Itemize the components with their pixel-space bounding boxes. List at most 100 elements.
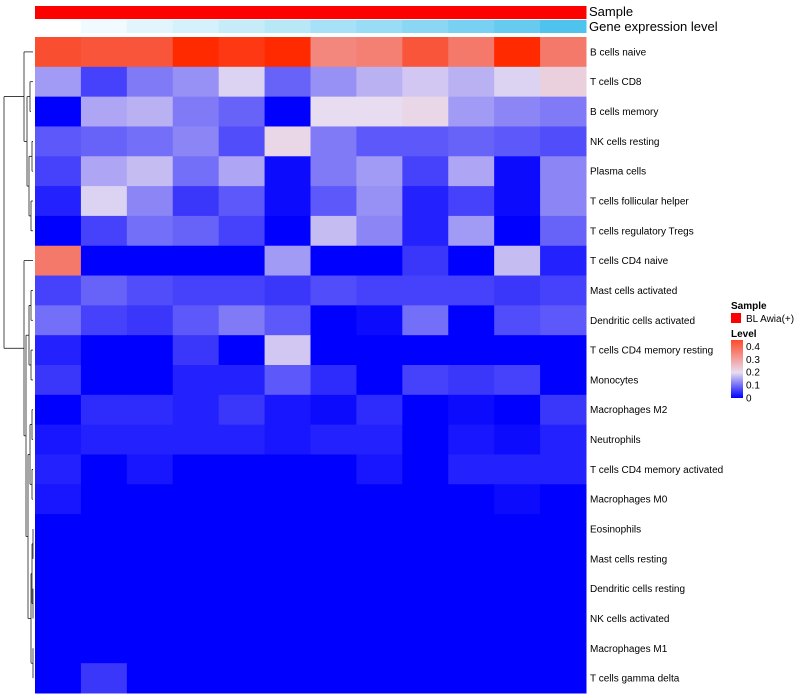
heatmap-cell — [540, 543, 587, 575]
heatmap-cell — [172, 424, 220, 455]
row-label: T cells regulatory Tregs — [590, 226, 694, 237]
heatmap-cell — [310, 365, 357, 396]
heatmap-cell — [494, 275, 541, 306]
heatmap-cell — [126, 484, 174, 515]
heatmap-cell — [80, 484, 128, 515]
heatmap-cell — [218, 514, 266, 545]
heatmap-cell — [264, 156, 311, 187]
heatmap-cell — [540, 424, 587, 455]
heatmap-cell — [218, 424, 266, 455]
heatmap-cell — [494, 633, 541, 664]
gene-expression-annotation-cell — [402, 20, 449, 33]
heatmap-cell — [172, 335, 220, 366]
heatmap-cell — [35, 663, 82, 694]
heatmap-cell — [172, 96, 220, 127]
heatmap-cell — [448, 514, 495, 545]
heatmap-cell — [35, 215, 82, 247]
heatmap-cell — [356, 484, 403, 515]
gene-expression-annotation-cell — [126, 20, 174, 33]
sample-annotation-cell — [540, 6, 587, 19]
heatmap-cell — [448, 215, 495, 247]
heatmap-cell — [310, 186, 357, 217]
gene-expression-annotation-cell — [310, 20, 357, 33]
heatmap-cell — [218, 603, 266, 634]
row-label: B cells naive — [590, 47, 647, 58]
heatmap-cell — [218, 484, 266, 515]
heatmap-cell — [218, 663, 266, 694]
heatmap-cell — [310, 66, 357, 98]
heatmap-cell — [264, 66, 311, 98]
heatmap-cell — [218, 215, 266, 247]
heatmap-cell — [448, 543, 495, 575]
heatmap-cell — [448, 663, 495, 694]
legend-level-tick-label: 0.1 — [746, 381, 760, 392]
heatmap-cell — [310, 514, 357, 545]
heatmap-cell — [218, 543, 266, 575]
heatmap-cell — [80, 424, 128, 455]
heatmap-cell — [402, 126, 449, 157]
heatmap-cell — [126, 514, 174, 545]
heatmap-cell — [448, 603, 495, 634]
heatmap-cell — [448, 454, 495, 485]
heatmap-cell — [356, 215, 403, 247]
heatmap-cell — [80, 633, 128, 664]
heatmap-cell — [126, 573, 174, 605]
sample-annotation-cell — [218, 6, 266, 19]
heatmap-cell — [35, 275, 82, 306]
gene-expression-annotation-cell — [540, 20, 587, 33]
heatmap-cell — [35, 633, 82, 664]
heatmap-cell — [35, 424, 82, 455]
heatmap-cell — [264, 126, 311, 157]
heatmap-cell — [402, 365, 449, 396]
heatmap-cell — [310, 633, 357, 664]
heatmap-cell — [356, 573, 403, 605]
heatmap-cell — [264, 484, 311, 515]
sample-annotation-cell — [448, 6, 495, 19]
legend-sample-title: Sample — [731, 301, 767, 312]
heatmap-cell — [172, 215, 220, 247]
heatmap-cell — [264, 514, 311, 545]
heatmap-cell — [448, 156, 495, 187]
heatmap-cell — [80, 37, 128, 68]
heatmap-cell — [402, 335, 449, 366]
row-label: Eosinophils — [590, 525, 641, 536]
heatmap-cell — [494, 543, 541, 575]
heatmap-cell — [218, 156, 266, 187]
legend-sample-swatch — [731, 313, 741, 323]
legend-level-tick-label: 0.3 — [746, 355, 760, 366]
heatmap-cell — [356, 37, 403, 68]
heatmap-cell — [172, 394, 220, 426]
heatmap-cell — [310, 663, 357, 694]
heatmap-cell — [356, 335, 403, 366]
heatmap-cells — [35, 37, 587, 694]
heatmap-cell — [494, 454, 541, 485]
gene-expression-annotation-cell — [80, 20, 128, 33]
row-label: Macrophages M1 — [590, 644, 668, 655]
heatmap-cell — [540, 156, 587, 187]
sample-annotation-cell — [80, 6, 128, 19]
heatmap-cell — [448, 424, 495, 455]
heatmap-cell — [80, 514, 128, 545]
heatmap-cell — [494, 394, 541, 426]
heatmap-cell — [402, 514, 449, 545]
heatmap-cell — [218, 66, 266, 98]
heatmap-cell — [540, 663, 587, 694]
heatmap-cell — [126, 603, 174, 634]
heatmap-cell — [80, 96, 128, 127]
row-label: Monocytes — [590, 375, 638, 386]
heatmap-cell — [448, 66, 495, 98]
heatmap-cell — [448, 126, 495, 157]
heatmap-cell — [356, 186, 403, 217]
gene-expression-annotation-cell — [172, 20, 220, 33]
sample-annotation-cell — [126, 6, 174, 19]
heatmap-cell — [35, 186, 82, 217]
heatmap-cell — [218, 394, 266, 426]
heatmap-cell — [35, 156, 82, 187]
heatmap-cell — [310, 484, 357, 515]
gene-expression-annotation-cell — [494, 20, 541, 33]
heatmap-cell — [218, 454, 266, 485]
heatmap-cell — [126, 186, 174, 217]
heatmap-cell — [310, 96, 357, 127]
heatmap-cell — [494, 335, 541, 366]
heatmap-cell — [540, 305, 587, 336]
